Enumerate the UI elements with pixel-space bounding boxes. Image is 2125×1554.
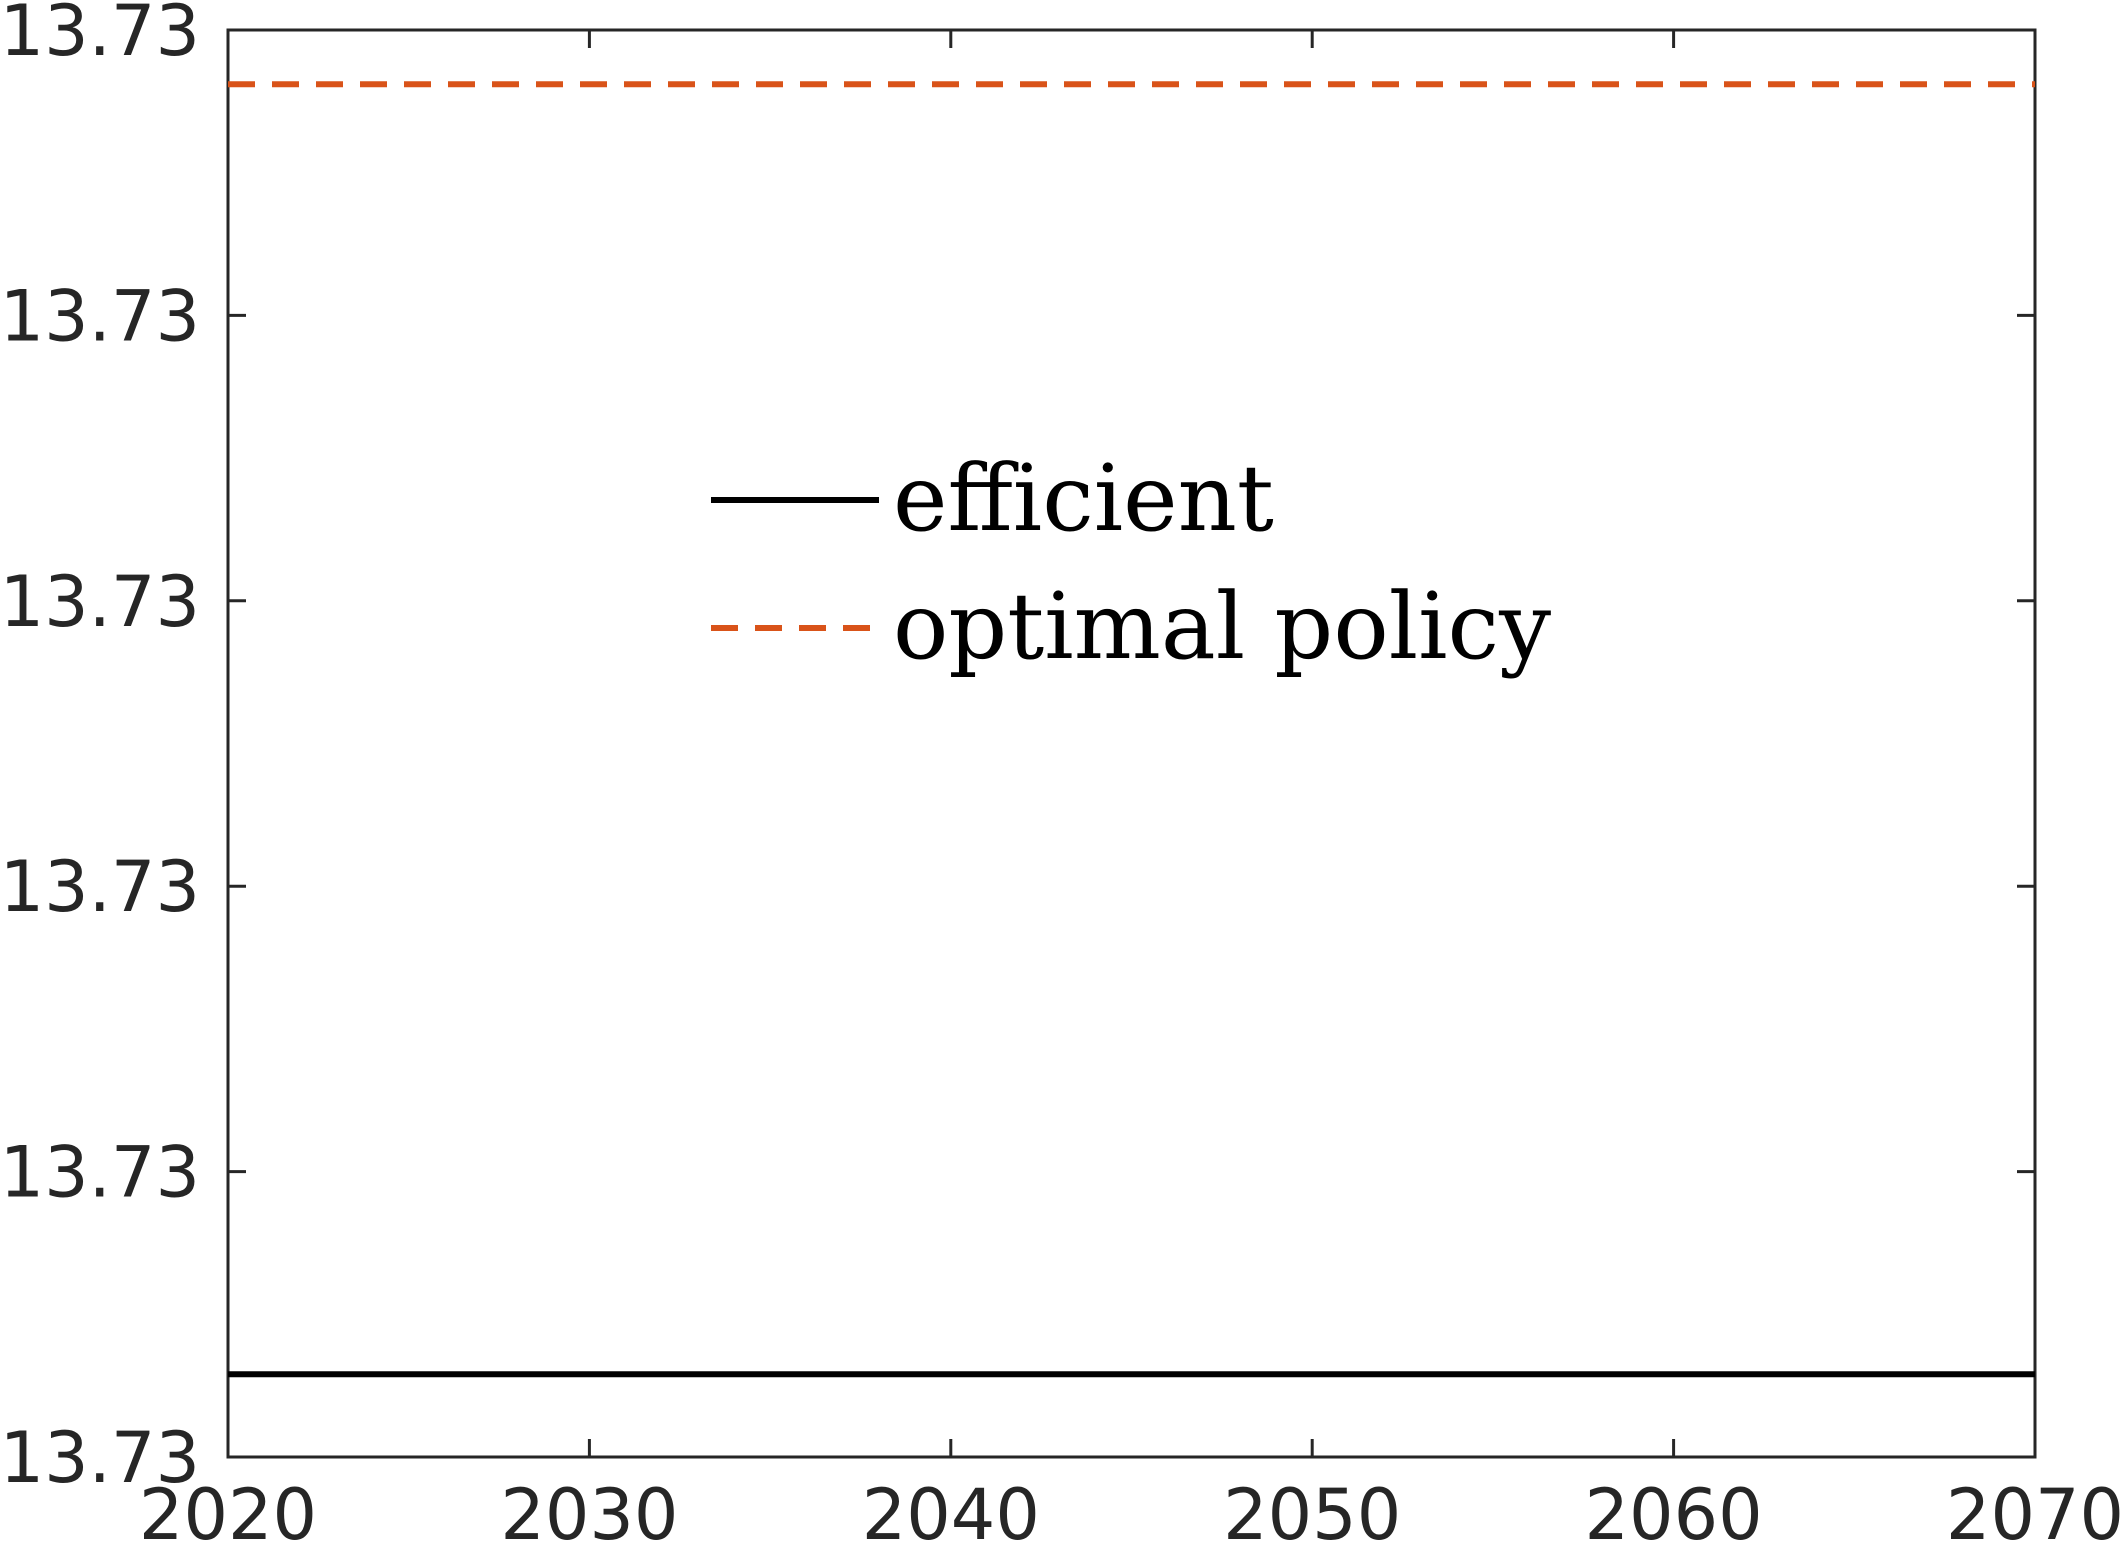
x-tick-label: 2020 <box>139 1474 317 1554</box>
y-tick-label: 13.73 <box>0 1132 200 1214</box>
y-tick-label: 13.73 <box>0 275 200 357</box>
y-tick-label: 13.73 <box>0 561 200 643</box>
x-tick-label: 2040 <box>862 1474 1040 1554</box>
y-tick-label: 13.73 <box>0 846 200 928</box>
legend-label-efficient: efficient <box>893 445 1274 552</box>
x-tick-label: 2070 <box>1946 1474 2124 1554</box>
series-layer <box>228 81 2035 1378</box>
y-tick-label: 13.73 <box>0 1417 200 1499</box>
axes-box <box>226 28 2037 1459</box>
x-tick-label: 2060 <box>1585 1474 1763 1554</box>
legend-label-optimal-policy: optimal policy <box>893 573 1551 680</box>
x-tick-label: 2050 <box>1223 1474 1401 1554</box>
y-tick-label: 13.73 <box>0 0 200 72</box>
legend: efficient optimal policy <box>711 445 1551 680</box>
plot-area <box>226 28 2037 1459</box>
x-tick-label: 2030 <box>500 1474 678 1554</box>
